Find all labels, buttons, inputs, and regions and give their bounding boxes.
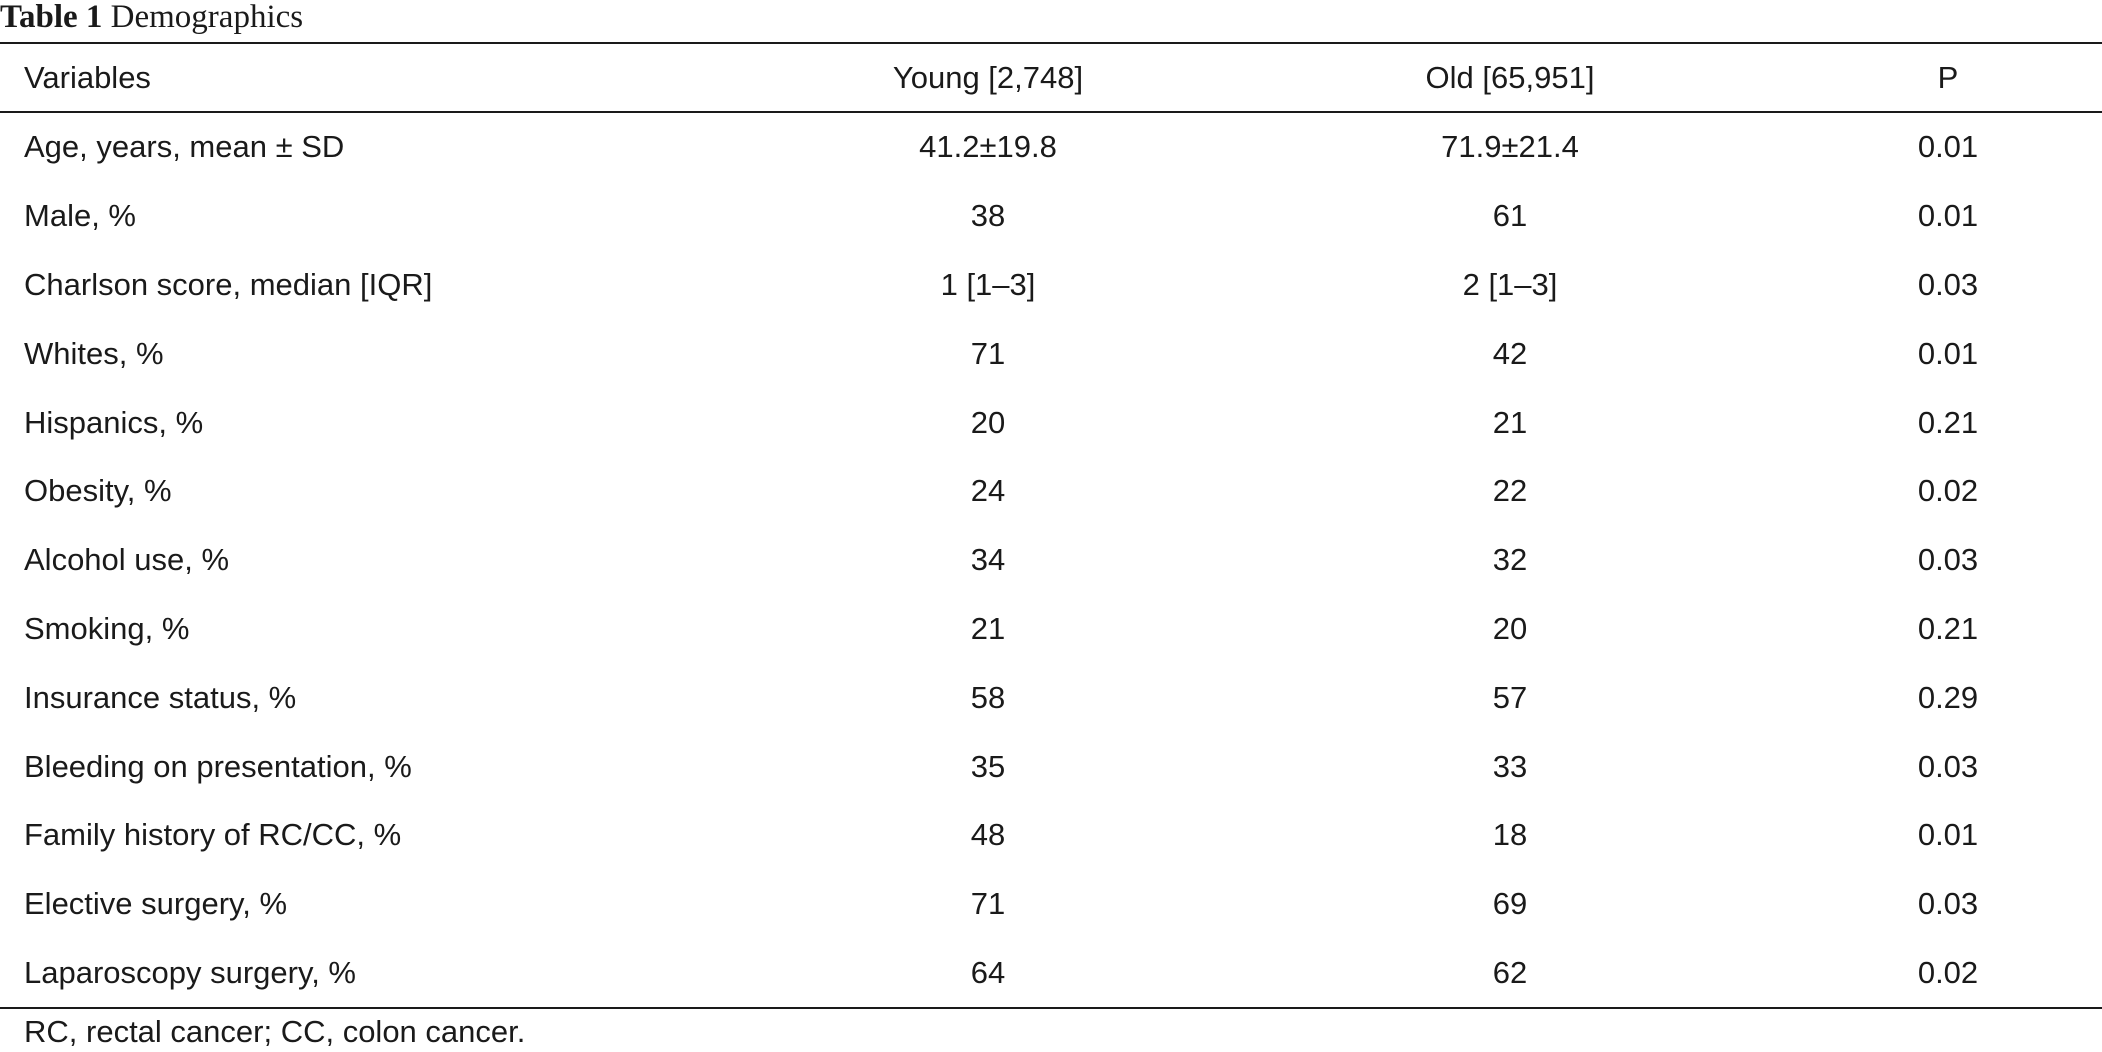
cell-young: 35 — [970, 748, 1006, 784]
header-old: Old [65,951] — [1425, 59, 1595, 95]
cell-young: 58 — [970, 679, 1006, 715]
cell-variable: Obesity, % — [24, 473, 172, 509]
table-row: Bleeding on presentation, % 35 33 0.03 — [0, 732, 2102, 801]
cell-young: 20 — [970, 404, 1006, 440]
cell-variable: Insurance status, % — [24, 679, 297, 715]
cell-old: 32 — [1492, 542, 1528, 578]
cell-old: 2 [1–3] — [1462, 266, 1558, 302]
cell-young: 41.2±19.8 — [919, 129, 1057, 165]
table-row: Charlson score, median [IQR] 1 [1–3] 2 [1–… — [0, 251, 2102, 320]
cell-variable: Bleeding on presentation, % — [24, 748, 412, 784]
cell-old: 62 — [1492, 954, 1528, 990]
cell-p: 0.29 — [1917, 679, 1979, 715]
cell-p: 0.21 — [1917, 610, 1979, 646]
table-header-row: Variables Young [2,748] Old [65,951] P — [0, 43, 2102, 112]
table-row: Family history of RC/CC, % 48 18 0.01 — [0, 801, 2102, 870]
table-header: Variables Young [2,748] Old [65,951] P — [0, 43, 2102, 112]
cell-old: 18 — [1492, 817, 1528, 853]
table-row: Alcohol use, % 34 32 0.03 — [0, 526, 2102, 595]
cell-young: 48 — [970, 817, 1006, 853]
cell-old: 20 — [1492, 610, 1528, 646]
table-row: Elective surgery, % 71 69 0.03 — [0, 870, 2102, 939]
cell-young: 38 — [970, 198, 1006, 234]
cell-old: 22 — [1492, 473, 1528, 509]
header-young: Young [2,748] — [892, 59, 1084, 95]
table-caption: Table 1 Demographics — [0, 0, 303, 40]
cell-p: 0.03 — [1917, 266, 1979, 302]
cell-young: 1 [1–3] — [940, 266, 1036, 302]
cell-p: 0.01 — [1917, 129, 1979, 165]
cell-variable: Family history of RC/CC, % — [24, 817, 402, 853]
cell-p: 0.01 — [1917, 335, 1979, 371]
header-p: P — [1937, 59, 1959, 95]
table-row: Age, years, mean ± SD 41.2±19.8 71.9±21.4 0… — [0, 112, 2102, 182]
cell-old: 33 — [1492, 748, 1528, 784]
table-row: Hispanics, % 20 21 0.21 — [0, 388, 2102, 457]
cell-p: 0.01 — [1917, 198, 1979, 234]
table-row: Obesity, % 24 22 0.02 — [0, 457, 2102, 526]
cell-young: 24 — [970, 473, 1006, 509]
table-row: Laparoscopy surgery, % 64 62 0.02 — [0, 939, 2102, 1009]
demographics-table-container: Variables Young [2,748] Old [65,951] P A… — [0, 42, 2102, 1009]
cell-old: 61 — [1492, 198, 1528, 234]
cell-old: 57 — [1492, 679, 1528, 715]
cell-variable: Laparoscopy surgery, % — [24, 954, 356, 990]
cell-young: 64 — [970, 954, 1006, 990]
table-caption-label: Table 1 — [0, 0, 103, 35]
table-row: Male, % 38 61 0.01 — [0, 182, 2102, 251]
cell-p: 0.01 — [1917, 817, 1979, 853]
cell-young: 71 — [970, 886, 1006, 922]
cell-old: 21 — [1492, 404, 1528, 440]
cell-p: 0.02 — [1917, 954, 1979, 990]
cell-variable: Elective surgery, % — [24, 886, 288, 922]
cell-p: 0.21 — [1917, 404, 1979, 440]
header-variables: Variables — [24, 59, 151, 95]
table-caption-title: Demographics — [110, 0, 304, 35]
cell-variable: Male, % — [24, 198, 136, 234]
cell-variable: Whites, % — [24, 335, 164, 371]
cell-p: 0.03 — [1917, 748, 1979, 784]
cell-p: 0.03 — [1917, 886, 1979, 922]
table-row: Smoking, % 21 20 0.21 — [0, 595, 2102, 664]
cell-old: 71.9±21.4 — [1441, 129, 1579, 165]
table-body: Age, years, mean ± SD 41.2±19.8 71.9±21.4 0… — [0, 112, 2102, 1009]
cell-variable: Hispanics, % — [24, 404, 204, 440]
cell-old: 42 — [1492, 335, 1528, 371]
cell-variable: Smoking, % — [24, 610, 190, 646]
table-row: Whites, % 71 42 0.01 — [0, 319, 2102, 388]
cell-young: 21 — [970, 610, 1006, 646]
demographics-table: Variables Young [2,748] Old [65,951] P A… — [0, 42, 2102, 1009]
cell-old: 69 — [1492, 886, 1528, 922]
cell-p: 0.03 — [1917, 542, 1979, 578]
cell-young: 71 — [970, 335, 1006, 371]
cell-variable: Alcohol use, % — [24, 542, 230, 578]
table-footnote: RC, rectal cancer; CC, colon cancer. — [24, 1014, 526, 1049]
table-row: Insurance status, % 58 57 0.29 — [0, 663, 2102, 732]
cell-variable: Charlson score, median [IQR] — [24, 266, 433, 302]
cell-variable: Age, years, mean ± SD — [24, 129, 345, 165]
cell-young: 34 — [970, 542, 1006, 578]
cell-p: 0.02 — [1917, 473, 1979, 509]
